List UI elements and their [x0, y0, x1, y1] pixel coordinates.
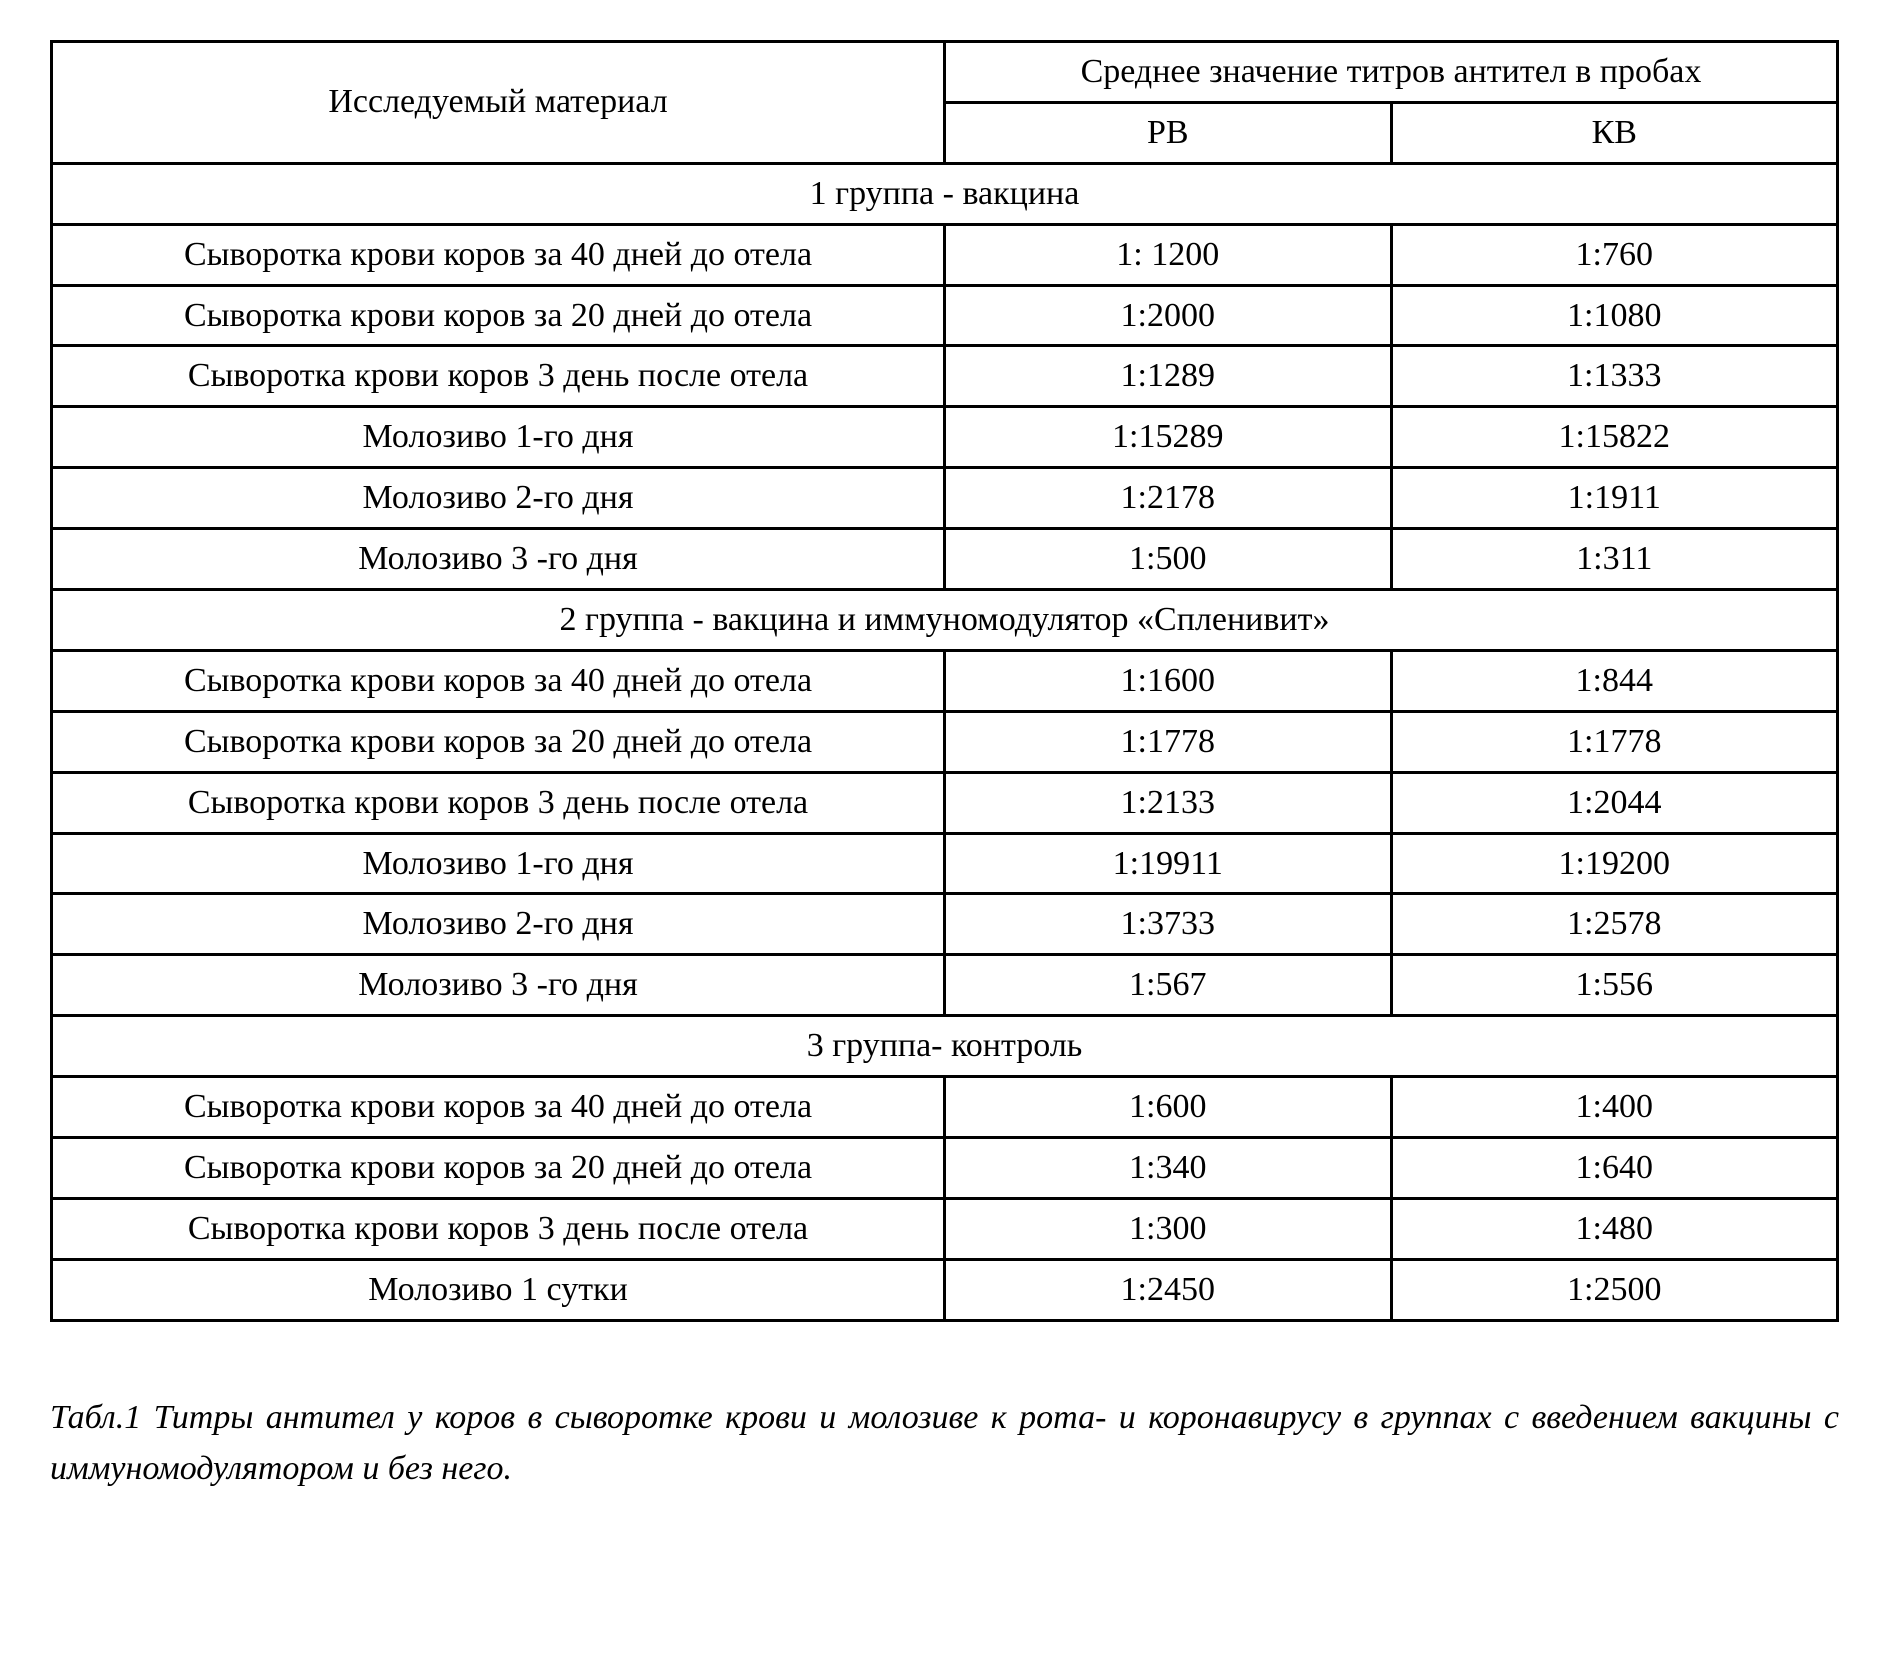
- section-header-row: 1 группа - вакцина: [52, 163, 1838, 224]
- titer-table: Исследуемый материал Среднее значение ти…: [50, 40, 1839, 1322]
- cell-material: Сыворотка крови коров 3 день после отела: [52, 1198, 945, 1259]
- cell-kv: 1:556: [1391, 955, 1838, 1016]
- cell-kv: 1:1333: [1391, 346, 1838, 407]
- cell-material: Молозиво 1-го дня: [52, 407, 945, 468]
- cell-rv: 1:1289: [945, 346, 1392, 407]
- cell-rv: 1:2178: [945, 468, 1392, 529]
- section-header-row: 3 группа- контроль: [52, 1016, 1838, 1077]
- cell-kv: 1:480: [1391, 1198, 1838, 1259]
- header-rv: РВ: [945, 102, 1392, 163]
- table-row: Сыворотка крови коров 3 день после отела…: [52, 346, 1838, 407]
- cell-material: Молозиво 3 -го дня: [52, 955, 945, 1016]
- cell-rv: 1:567: [945, 955, 1392, 1016]
- table-row: Сыворотка крови коров за 20 дней до отел…: [52, 711, 1838, 772]
- cell-material: Молозиво 1-го дня: [52, 833, 945, 894]
- table-row: Сыворотка крови коров за 40 дней до отел…: [52, 1077, 1838, 1138]
- table-row: Сыворотка крови коров за 40 дней до отел…: [52, 224, 1838, 285]
- cell-material: Молозиво 2-го дня: [52, 894, 945, 955]
- cell-kv: 1:19200: [1391, 833, 1838, 894]
- table-row: Сыворотка крови коров за 20 дней до отел…: [52, 285, 1838, 346]
- cell-rv: 1:600: [945, 1077, 1392, 1138]
- cell-rv: 1: 1200: [945, 224, 1392, 285]
- cell-material: Молозиво 2-го дня: [52, 468, 945, 529]
- table-row: Молозиво 3 -го дня1:5671:556: [52, 955, 1838, 1016]
- cell-rv: 1:500: [945, 529, 1392, 590]
- cell-rv: 1:1778: [945, 711, 1392, 772]
- cell-rv: 1:300: [945, 1198, 1392, 1259]
- cell-material: Сыворотка крови коров за 20 дней до отел…: [52, 1138, 945, 1199]
- cell-kv: 1:1080: [1391, 285, 1838, 346]
- cell-material: Молозиво 1 сутки: [52, 1259, 945, 1320]
- table-row: Молозиво 2-го дня1:37331:2578: [52, 894, 1838, 955]
- table-row: Молозиво 1 сутки1:24501:2500: [52, 1259, 1838, 1320]
- table-row: Молозиво 1-го дня1:152891:15822: [52, 407, 1838, 468]
- table-header-row-1: Исследуемый материал Среднее значение ти…: [52, 42, 1838, 103]
- cell-material: Молозиво 3 -го дня: [52, 529, 945, 590]
- cell-kv: 1:1911: [1391, 468, 1838, 529]
- header-kv: КВ: [1391, 102, 1838, 163]
- cell-kv: 1:640: [1391, 1138, 1838, 1199]
- table-body: 1 группа - вакцинаСыворотка крови коров …: [52, 163, 1838, 1320]
- cell-material: Сыворотка крови коров за 20 дней до отел…: [52, 711, 945, 772]
- cell-rv: 1:2000: [945, 285, 1392, 346]
- table-row: Молозиво 3 -го дня1:5001:311: [52, 529, 1838, 590]
- cell-material: Сыворотка крови коров за 20 дней до отел…: [52, 285, 945, 346]
- cell-material: Сыворотка крови коров за 40 дней до отел…: [52, 224, 945, 285]
- cell-kv: 1:311: [1391, 529, 1838, 590]
- cell-kv: 1:2578: [1391, 894, 1838, 955]
- table-row: Сыворотка крови коров 3 день после отела…: [52, 772, 1838, 833]
- cell-rv: 1:3733: [945, 894, 1392, 955]
- cell-kv: 1:2500: [1391, 1259, 1838, 1320]
- cell-rv: 1:340: [945, 1138, 1392, 1199]
- cell-kv: 1:400: [1391, 1077, 1838, 1138]
- section-title: 2 группа - вакцина и иммуномодулятор «Сп…: [52, 590, 1838, 651]
- cell-kv: 1:760: [1391, 224, 1838, 285]
- cell-rv: 1:19911: [945, 833, 1392, 894]
- section-header-row: 2 группа - вакцина и иммуномодулятор «Сп…: [52, 590, 1838, 651]
- cell-kv: 1:844: [1391, 650, 1838, 711]
- table-row: Молозиво 2-го дня1:21781:1911: [52, 468, 1838, 529]
- cell-rv: 1:2133: [945, 772, 1392, 833]
- table-row: Сыворотка крови коров 3 день после отела…: [52, 1198, 1838, 1259]
- table-row: Сыворотка крови коров за 20 дней до отел…: [52, 1138, 1838, 1199]
- header-titer-group: Среднее значение титров антител в пробах: [945, 42, 1838, 103]
- section-title: 1 группа - вакцина: [52, 163, 1838, 224]
- cell-rv: 1:1600: [945, 650, 1392, 711]
- cell-kv: 1:2044: [1391, 772, 1838, 833]
- cell-material: Сыворотка крови коров за 40 дней до отел…: [52, 650, 945, 711]
- section-title: 3 группа- контроль: [52, 1016, 1838, 1077]
- cell-kv: 1:1778: [1391, 711, 1838, 772]
- cell-rv: 1:15289: [945, 407, 1392, 468]
- cell-material: Сыворотка крови коров 3 день после отела: [52, 772, 945, 833]
- cell-rv: 1:2450: [945, 1259, 1392, 1320]
- table-row: Сыворотка крови коров за 40 дней до отел…: [52, 650, 1838, 711]
- cell-material: Сыворотка крови коров 3 день после отела: [52, 346, 945, 407]
- cell-kv: 1:15822: [1391, 407, 1838, 468]
- cell-material: Сыворотка крови коров за 40 дней до отел…: [52, 1077, 945, 1138]
- header-material: Исследуемый материал: [52, 42, 945, 164]
- table-row: Молозиво 1-го дня1:199111:19200: [52, 833, 1838, 894]
- table-caption: Табл.1 Титры антител у коров в сыворотке…: [50, 1392, 1839, 1494]
